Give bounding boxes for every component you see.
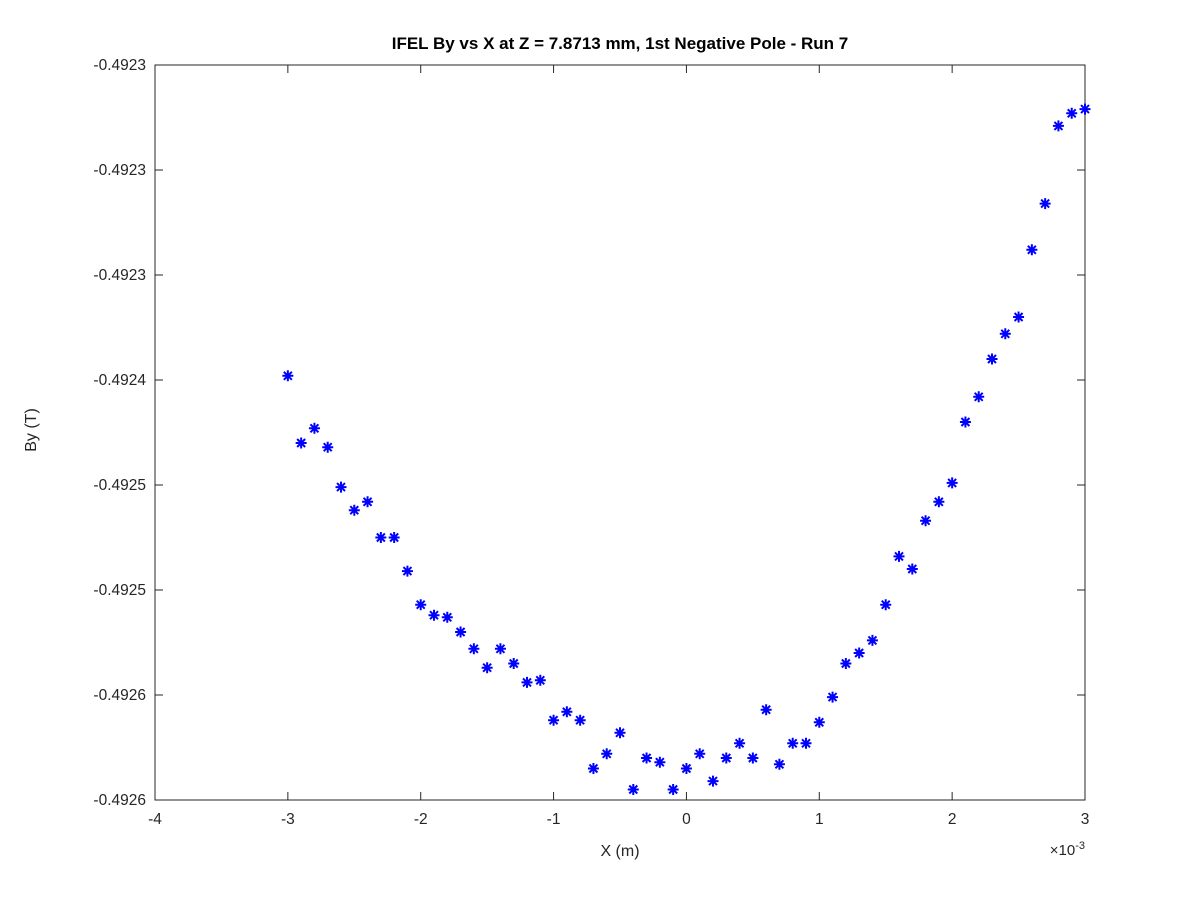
data-point-marker: [308, 422, 320, 434]
data-point-marker: [680, 763, 692, 774]
data-point-marker: [853, 647, 865, 659]
data-point-marker: [481, 662, 493, 674]
y-tick-label: -0.4926: [93, 687, 146, 704]
x-axis-label: X (m): [600, 843, 640, 860]
data-point-marker: [866, 634, 878, 646]
data-point-marker: [322, 441, 334, 453]
data-point-marker: [1079, 103, 1091, 115]
data-point-marker: [959, 416, 971, 428]
data-point-marker: [1066, 107, 1078, 119]
x-tick-label: -2: [414, 811, 428, 828]
data-point-marker: [906, 563, 918, 575]
y-tick-label: -0.4923: [93, 57, 146, 74]
chart-title: IFEL By vs X at Z = 7.8713 mm, 1st Negat…: [391, 34, 849, 53]
data-point-marker: [441, 611, 453, 623]
data-point-marker: [574, 714, 586, 726]
data-point-marker: [335, 481, 347, 493]
data-point-marker: [880, 599, 892, 611]
data-point-marker: [521, 676, 533, 688]
x-tick-label: 0: [682, 811, 691, 828]
y-axis-label: By (T): [23, 408, 40, 452]
data-point-marker: [494, 643, 506, 655]
data-point-marker: [362, 496, 374, 508]
data-point-marker: [388, 532, 400, 543]
data-point-marker: [614, 727, 626, 739]
data-point-marker: [282, 370, 294, 382]
data-point-marker: [641, 752, 653, 764]
data-point-marker: [813, 716, 825, 728]
data-point-marker: [468, 643, 480, 655]
data-point-marker: [760, 704, 772, 716]
data-point-marker: [920, 515, 932, 527]
data-point-marker: [508, 658, 520, 669]
x-tick-label: -4: [148, 811, 162, 828]
data-point-marker: [627, 784, 639, 795]
data-point-marker: [827, 691, 839, 703]
data-point-marker: [893, 550, 905, 562]
data-point-marker: [415, 599, 427, 611]
data-point-marker: [534, 674, 546, 686]
data-point-marker: [1026, 244, 1038, 256]
y-tick-label: -0.4924: [93, 372, 146, 389]
data-point-marker: [747, 752, 759, 764]
exponent-base: ×10: [1049, 842, 1076, 859]
data-point-marker: [694, 748, 706, 760]
data-point-marker: [840, 658, 852, 669]
data-point-marker: [548, 714, 560, 726]
x-tick-label: 2: [948, 811, 957, 828]
plot-box: [154, 64, 1086, 801]
data-point-marker: [707, 775, 719, 787]
data-point-marker: [933, 496, 945, 508]
data-point-marker: [667, 784, 679, 795]
y-tick-label: -0.4923: [93, 267, 146, 284]
data-point-marker: [428, 609, 440, 621]
data-point-marker: [787, 737, 799, 749]
data-point-marker: [455, 626, 467, 638]
data-point-marker: [587, 763, 599, 774]
data-point-marker: [973, 391, 985, 403]
data-point-marker: [401, 565, 413, 577]
data-point-marker: [999, 328, 1011, 340]
data-point-marker: [773, 758, 785, 770]
data-point-marker: [734, 737, 746, 749]
y-tick-label: -0.4925: [93, 582, 146, 599]
x-tick-label: 1: [815, 811, 824, 828]
data-point-marker: [601, 748, 613, 760]
y-tick-label: -0.4923: [93, 162, 146, 179]
data-point-marker: [654, 756, 666, 768]
data-point-marker: [1052, 120, 1064, 132]
data-point-marker: [720, 752, 732, 764]
y-tick-label: -0.4926: [93, 792, 146, 809]
x-axis-exponent-label: ×10-3: [985, 840, 1085, 859]
exponent-power: -3: [1075, 840, 1085, 852]
data-point-marker: [986, 353, 998, 365]
data-point-marker: [348, 504, 360, 516]
data-point-marker: [295, 437, 307, 449]
data-point-marker: [800, 737, 812, 749]
data-point-marker: [1013, 311, 1025, 323]
x-tick-label: -1: [547, 811, 561, 828]
x-tick-label: -3: [281, 811, 295, 828]
y-tick-label: -0.4925: [93, 477, 146, 494]
data-point-marker: [561, 706, 573, 718]
data-point-marker: [946, 477, 958, 489]
data-point-marker: [375, 532, 387, 543]
data-point-marker: [1039, 198, 1051, 210]
x-tick-label: 3: [1081, 811, 1090, 828]
